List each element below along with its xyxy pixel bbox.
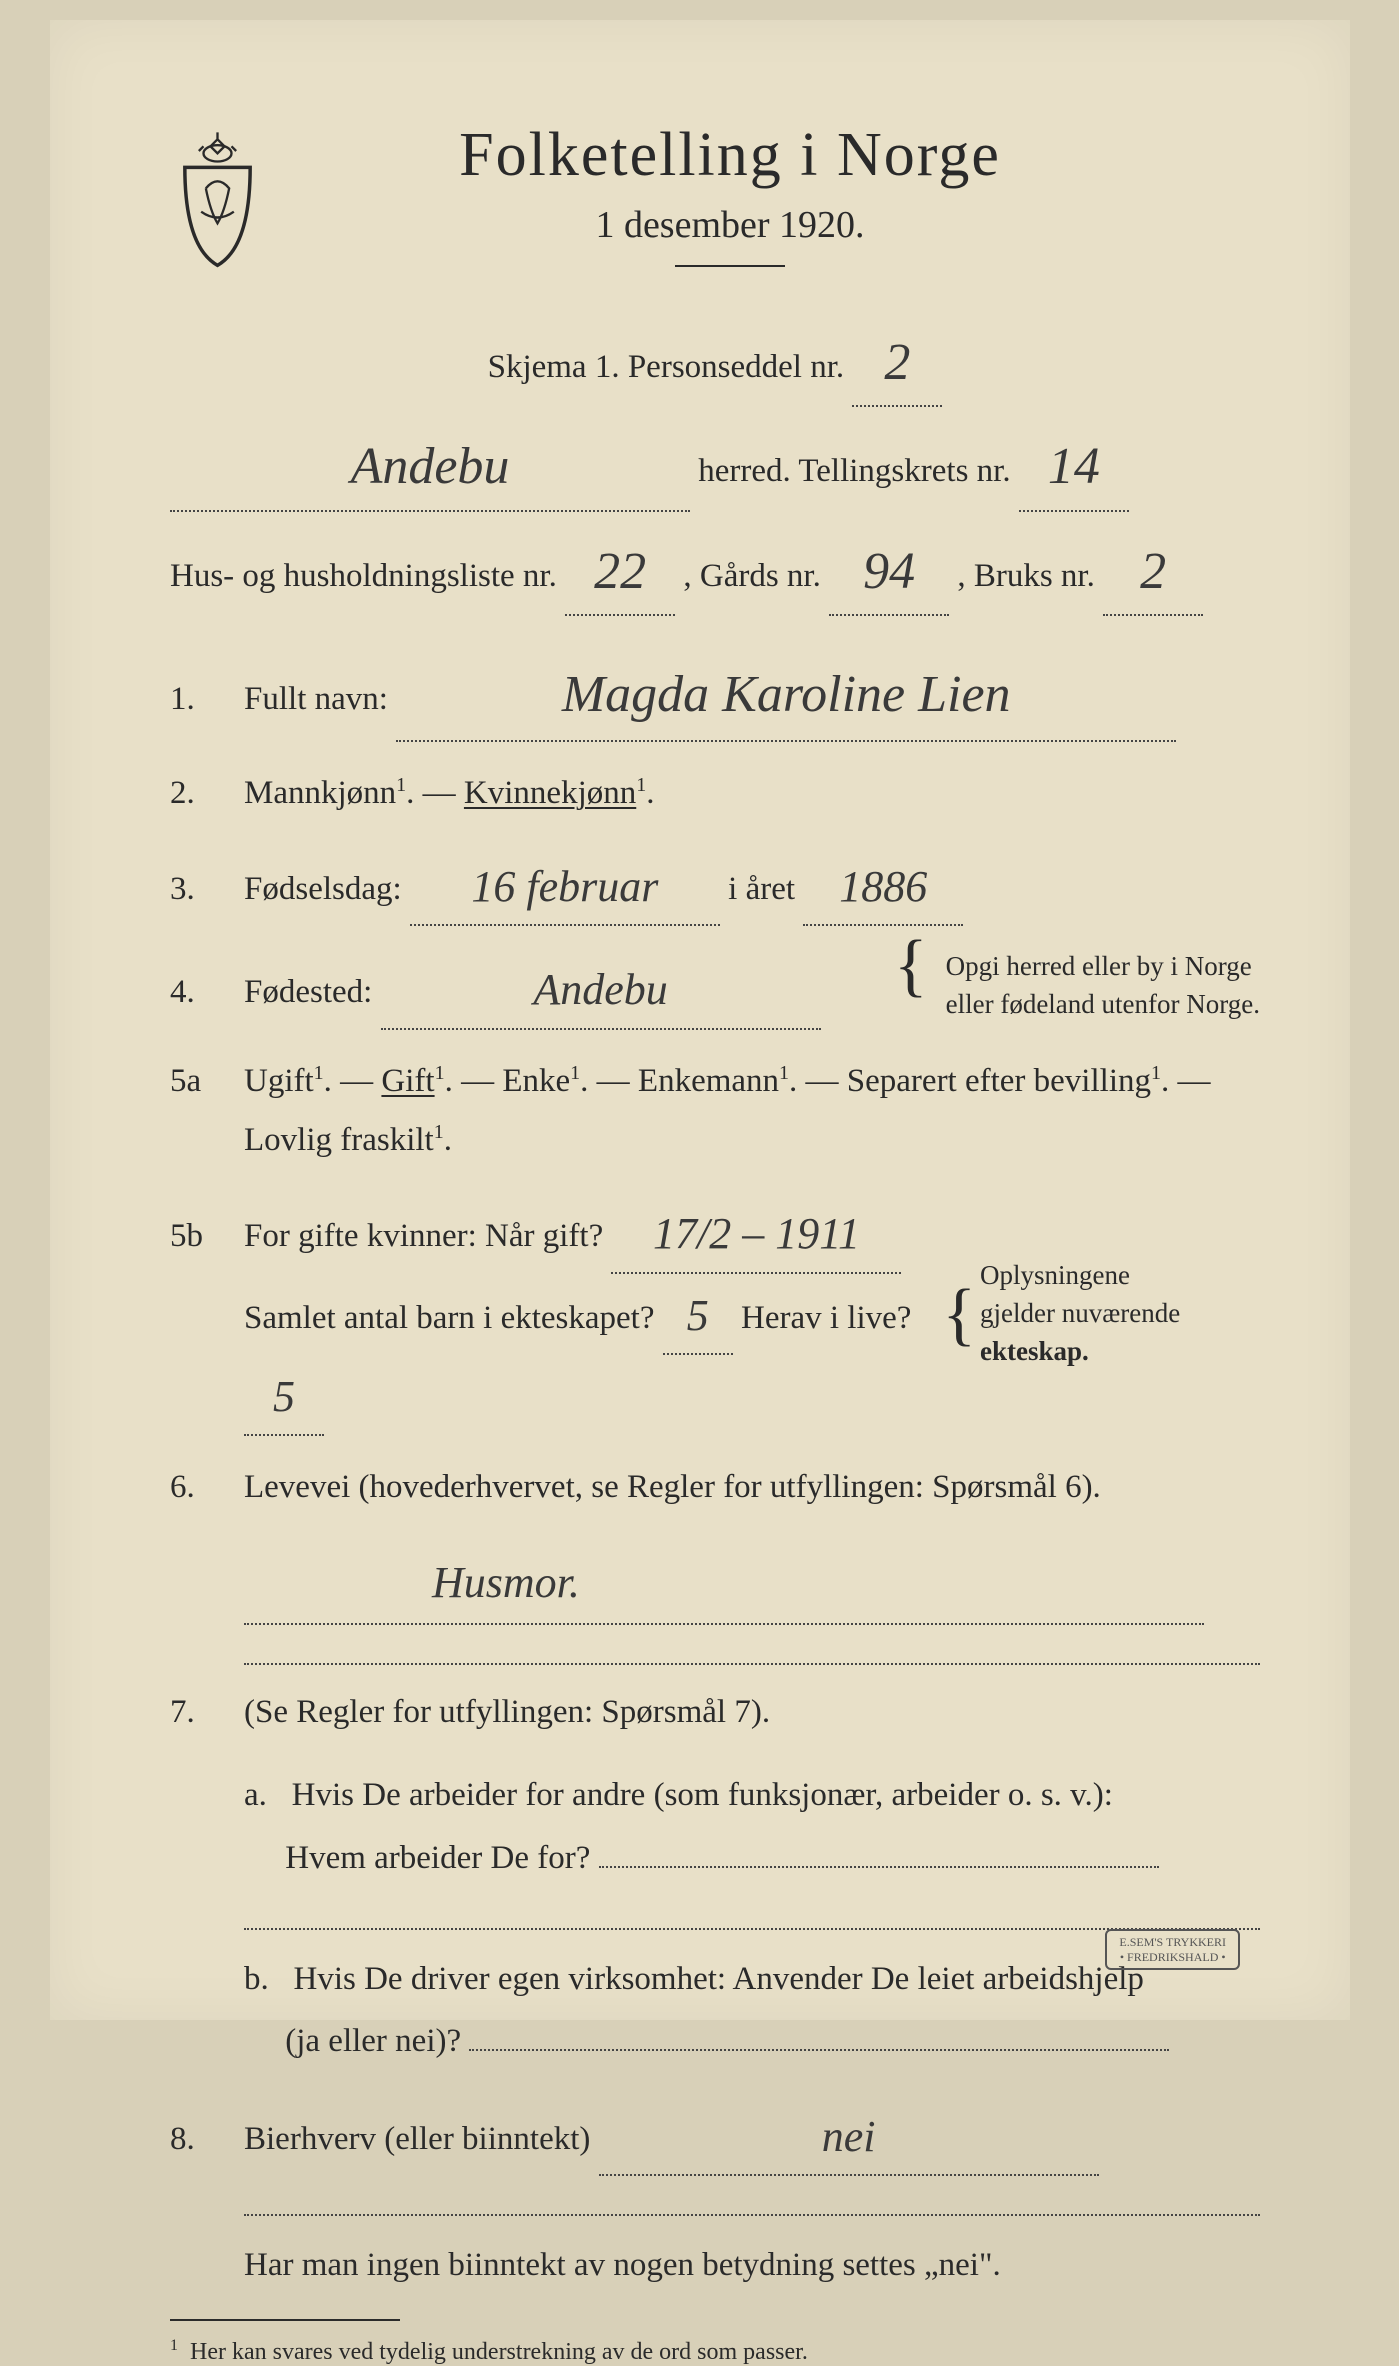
herred-line: Andebu herred. Tellingskrets nr. 14 bbox=[170, 421, 1260, 511]
q3-year: 1886 bbox=[831, 862, 935, 911]
q2-mann: Mannkjønn bbox=[244, 775, 396, 811]
q2-kvinne: Kvinnekjønn bbox=[464, 775, 636, 811]
main-title: Folketelling i Norge bbox=[295, 120, 1165, 191]
q5b-num: 5b bbox=[170, 1218, 220, 1255]
q5b-live: 5 bbox=[265, 1372, 303, 1421]
herred-value: Andebu bbox=[343, 438, 518, 495]
hus-prefix: Hus- og husholdningsliste nr. bbox=[170, 558, 557, 594]
q2-num: 2. bbox=[170, 775, 220, 812]
q4-value: Andebu bbox=[525, 965, 675, 1014]
title-block: Folketelling i Norge 1 desember 1920. bbox=[295, 120, 1260, 297]
gards-nr: 94 bbox=[855, 543, 923, 600]
q1-num: 1. bbox=[170, 681, 220, 718]
coat-of-arms-icon bbox=[170, 130, 265, 270]
q3: 3. Fødselsdag: 16 februar i året 1886 bbox=[170, 845, 1260, 926]
q5a-separert: Separert efter bevilling bbox=[847, 1063, 1151, 1099]
printer-stamp: E.SEM'S TRYKKERI • FREDRIKSHALD • bbox=[1105, 1929, 1240, 1970]
q2: 2. Mannkjønn1. — Kvinnekjønn1. bbox=[170, 764, 1260, 823]
q5b-barn: 5 bbox=[679, 1291, 717, 1340]
q5a-gift: Gift bbox=[381, 1063, 434, 1099]
footnote: 1 Her kan svares ved tydelig understrekn… bbox=[170, 2337, 1260, 2366]
personseddel-nr: 2 bbox=[876, 334, 918, 391]
q7a-text2: Hvem arbeider De for? bbox=[285, 1840, 590, 1876]
q7a-text1: Hvis De arbeider for andre (som funksjon… bbox=[292, 1777, 1113, 1813]
q7-num: 7. bbox=[170, 1694, 220, 1731]
q6-num: 6. bbox=[170, 1469, 220, 1506]
q3-mid: i året bbox=[728, 871, 803, 907]
bruks-nr: 2 bbox=[1132, 543, 1174, 600]
q3-day: 16 februar bbox=[463, 862, 666, 911]
q7a-label: a. bbox=[244, 1777, 267, 1813]
q7a: a. Hvis De arbeider for andre (som funks… bbox=[244, 1764, 1260, 1889]
footnote-rule bbox=[170, 2319, 400, 2331]
q5b-label3: Herav i live? bbox=[741, 1300, 911, 1336]
brace-icon: { bbox=[894, 948, 928, 983]
q5b-label1: For gifte kvinner: Når gift? bbox=[244, 1218, 603, 1254]
q3-num: 3. bbox=[170, 871, 220, 908]
q5b-gift: 17/2 – 1911 bbox=[645, 1209, 868, 1258]
gards-label: , Gårds nr. bbox=[683, 558, 820, 594]
q5b-label2: Samlet antal barn i ekteskapet? bbox=[244, 1300, 655, 1336]
blank-line bbox=[244, 2214, 1260, 2216]
q4-label: Fødested: bbox=[244, 974, 372, 1010]
q5b: 5b For gifte kvinner: Når gift? 17/2 – 1… bbox=[170, 1192, 1260, 1436]
q5a-ugift: Ugift bbox=[244, 1063, 314, 1099]
blank-line bbox=[244, 1663, 1260, 1665]
q5a: 5a Ugift1. — Gift1. — Enke1. — Enkemann1… bbox=[170, 1052, 1260, 1171]
q4-note: Opgi herred eller by i Norge eller fødel… bbox=[946, 948, 1260, 1024]
tellingskrets-nr: 14 bbox=[1040, 438, 1108, 495]
q5a-num: 5a bbox=[170, 1063, 220, 1100]
q8-value: nei bbox=[814, 2112, 884, 2161]
q5a-enke: Enke bbox=[502, 1063, 570, 1099]
q6-answer-line: Husmor. bbox=[244, 1539, 1260, 1625]
subtitle: 1 desember 1920. bbox=[295, 203, 1165, 247]
bruks-label: , Bruks nr. bbox=[957, 558, 1095, 594]
header: Folketelling i Norge 1 desember 1920. bbox=[170, 120, 1260, 297]
brace-icon: { bbox=[942, 1297, 976, 1332]
q7b-text1: Hvis De driver egen virksomhet: Anvender… bbox=[294, 1961, 1144, 1997]
skjema-line: Skjema 1. Personseddel nr. 2 bbox=[170, 317, 1260, 407]
title-rule bbox=[675, 265, 785, 267]
question-list: 1. Fullt navn: Magda Karoline Lien 2. Ma… bbox=[170, 646, 1260, 2366]
skjema-label: Skjema 1. Personseddel nr. bbox=[488, 349, 845, 385]
q7b-label: b. bbox=[244, 1961, 269, 1997]
q1: 1. Fullt navn: Magda Karoline Lien bbox=[170, 646, 1260, 742]
census-form-page: Folketelling i Norge 1 desember 1920. Sk… bbox=[50, 20, 1350, 2020]
q4: 4. Fødested: Andebu { Opgi herred eller … bbox=[170, 948, 1260, 1029]
q8: 8. Bierhverv (eller biinntekt) nei bbox=[170, 2095, 1260, 2176]
q8-label: Bierhverv (eller biinntekt) bbox=[244, 2121, 590, 2157]
q1-value: Magda Karoline Lien bbox=[554, 666, 1019, 723]
q5b-note: Oplysningene gjelder nuværende ekteskap. bbox=[980, 1257, 1260, 1370]
q4-num: 4. bbox=[170, 974, 220, 1011]
q6: 6. Levevei (hovederhvervet, se Regler fo… bbox=[170, 1458, 1260, 1517]
foot-text1: Har man ingen biinntekt av nogen betydni… bbox=[244, 2234, 1260, 2297]
q7b-text2: (ja eller nei)? bbox=[285, 2023, 461, 2059]
q6-value: Husmor. bbox=[424, 1558, 588, 1607]
q7: 7. (Se Regler for utfyllingen: Spørsmål … bbox=[170, 1683, 1260, 1742]
hus-line: Hus- og husholdningsliste nr. 22 , Gårds… bbox=[170, 526, 1260, 616]
q6-label: Levevei (hovederhvervet, se Regler for u… bbox=[244, 1469, 1101, 1505]
q5a-enkemann: Enkemann bbox=[638, 1063, 779, 1099]
husholdning-nr: 22 bbox=[586, 543, 654, 600]
q7-label: (Se Regler for utfyllingen: Spørsmål 7). bbox=[244, 1694, 770, 1730]
q5a-fraskilt: Lovlig fraskilt bbox=[244, 1122, 434, 1158]
q1-label: Fullt navn: bbox=[244, 681, 388, 717]
q3-label: Fødselsdag: bbox=[244, 871, 402, 907]
q8-num: 8. bbox=[170, 2121, 220, 2158]
herred-label: herred. Tellingskrets nr. bbox=[698, 453, 1010, 489]
